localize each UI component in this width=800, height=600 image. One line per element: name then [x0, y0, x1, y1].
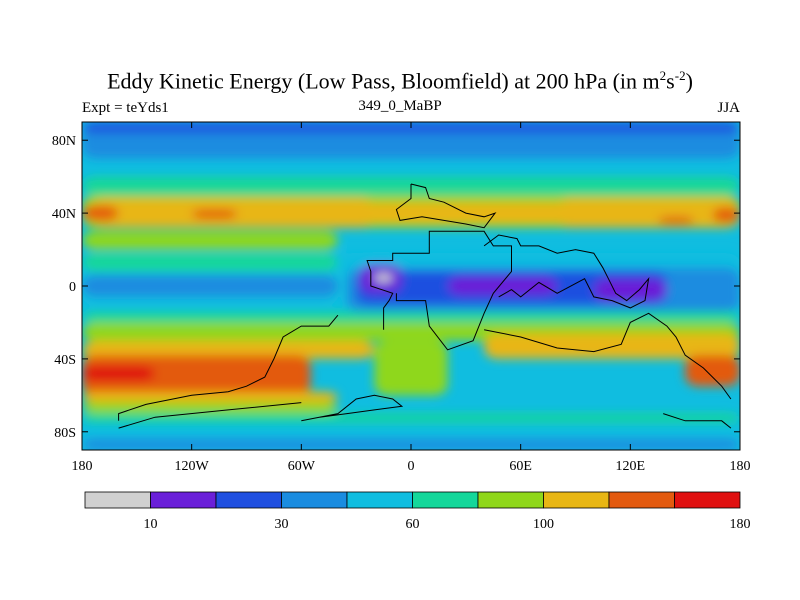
colorbar-box-6 [477, 491, 544, 509]
field-region-20 [447, 276, 558, 296]
title-text: Eddy Kinetic Energy (Low Pass, Bloomfiel… [107, 68, 660, 94]
colorbar: 10 30 60 100 180 [84, 491, 751, 532]
colorbar-box-1 [150, 491, 217, 509]
x-tick-label-0: 180 [72, 459, 93, 474]
x-tick-label-5: 120E [616, 459, 646, 474]
coastline-3 [118, 314, 339, 421]
field-region-7 [82, 205, 119, 221]
title-sup-1: 2 [659, 68, 667, 83]
x-tick-label-1: 120W [175, 459, 210, 474]
colorbar-box-9 [674, 491, 741, 509]
colorbar-box-8 [608, 491, 675, 509]
colorbar-label-3: 100 [533, 517, 554, 532]
axes: 180 120W 60W 0 60E 120E 180 80N 40N 0 40S 80S [52, 122, 751, 474]
y-tick-label-3: 40S [54, 353, 76, 368]
colorbar-box-2 [215, 491, 282, 509]
x-tick-label-3: 0 [408, 459, 415, 474]
coastline-0 [366, 230, 512, 351]
field-region-26 [82, 355, 311, 396]
colorbar-label-4: 180 [730, 517, 751, 532]
coastline-4 [301, 394, 404, 422]
subtitle-experiment: Expt = teYds1 [82, 100, 169, 116]
colorbar-box-0 [84, 491, 151, 509]
field-region-9 [657, 216, 695, 225]
field-region-31 [374, 340, 448, 396]
coastline-7 [118, 402, 302, 429]
field-region-28 [685, 355, 740, 387]
y-tick-label-1: 40N [52, 207, 76, 222]
subtitle-season: JJA [717, 100, 740, 116]
field-region-14 [82, 275, 338, 297]
y-tick-label-0: 80N [52, 134, 76, 149]
colorbar-box-3 [281, 491, 348, 509]
subtitle-case: 349_0_MaBP [358, 98, 442, 114]
field-region-6 [557, 198, 740, 228]
field-region-11 [82, 231, 338, 250]
field-region-10 [712, 207, 740, 223]
field-region-22 [82, 311, 740, 323]
colorbar-label-2: 60 [406, 517, 420, 532]
field-region-27 [82, 366, 156, 381]
title-close: ) [685, 68, 693, 94]
x-tick-label-4: 60E [509, 459, 532, 474]
field-region-32 [82, 413, 740, 423]
coastline-5 [484, 312, 732, 400]
field-region-12 [82, 253, 338, 272]
colorbar-box-5 [412, 491, 479, 509]
field-region-25 [484, 333, 740, 359]
colorbar-label-1: 30 [275, 517, 289, 532]
field-region-29 [82, 391, 338, 403]
y-tick-label-4: 80S [54, 426, 76, 441]
coastline-1 [395, 183, 497, 229]
title-sup-2: -2 [674, 68, 686, 83]
y-tick-label-2: 0 [69, 280, 76, 295]
plot-area [82, 122, 740, 450]
chart-title: Eddy Kinetic Energy (Low Pass, Bloomfiel… [0, 68, 800, 94]
colorbar-box-4 [346, 491, 413, 509]
field-region-19 [374, 273, 393, 283]
colorbar-label-0: 10 [144, 517, 158, 532]
title-s: s [666, 68, 675, 94]
field-regions [82, 122, 740, 450]
field-region-24 [82, 340, 375, 359]
field-region-8 [191, 209, 238, 219]
x-tick-label-6: 180 [730, 459, 751, 474]
coastline-2 [483, 234, 650, 309]
coastlines [118, 183, 732, 429]
coastline-6 [663, 413, 732, 429]
x-tick-label-2: 60W [288, 459, 316, 474]
field-region-21 [593, 278, 667, 301]
colorbar-box-7 [543, 491, 610, 509]
